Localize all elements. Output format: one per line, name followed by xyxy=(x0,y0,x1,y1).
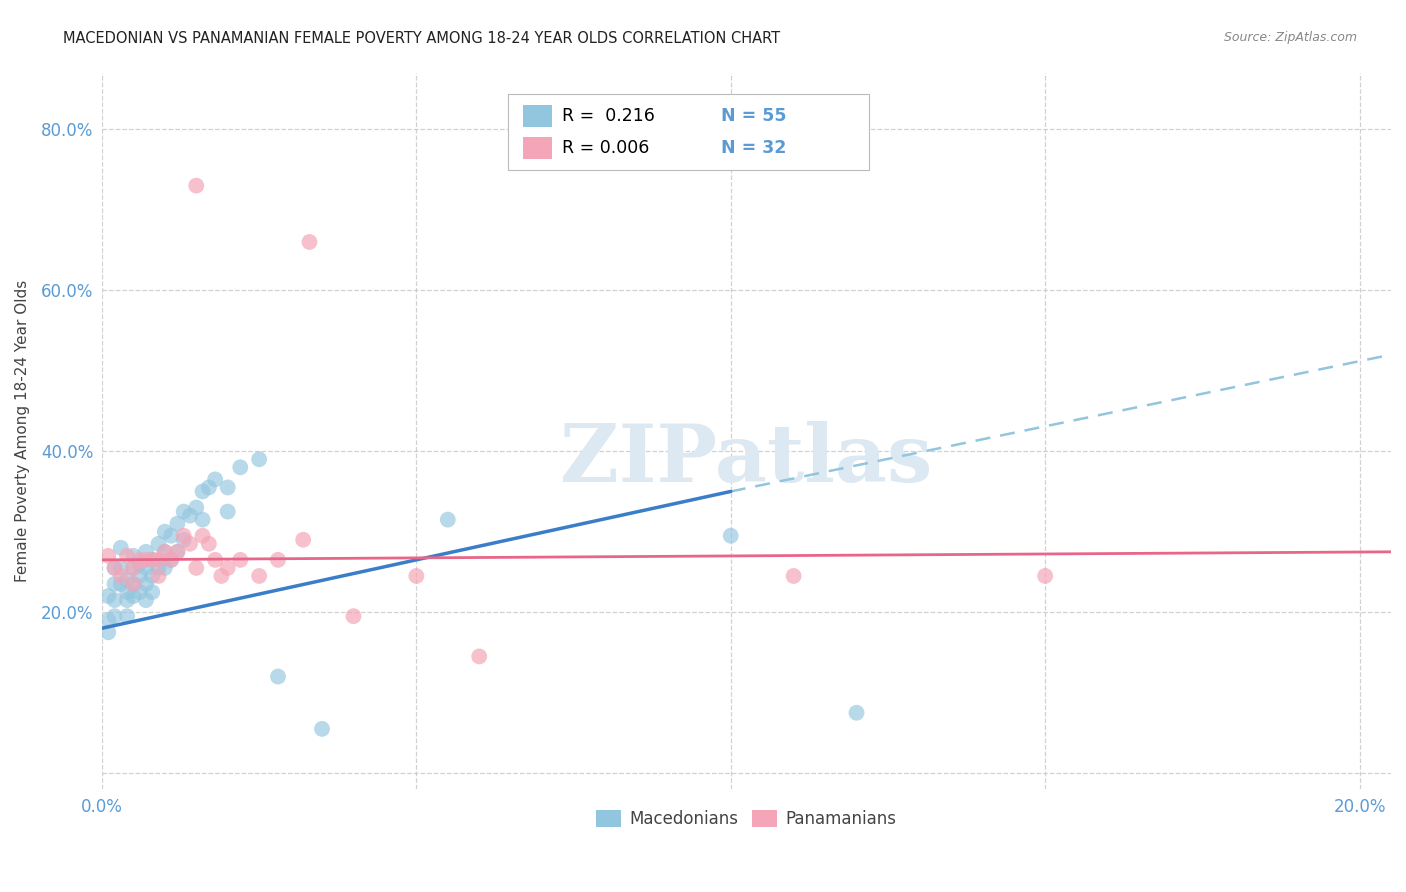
Point xyxy=(122,589,145,603)
Point xyxy=(298,235,321,249)
Point xyxy=(141,553,163,567)
Point xyxy=(128,557,150,571)
Point xyxy=(148,569,170,583)
Point xyxy=(292,533,315,547)
Point xyxy=(166,545,188,559)
Point xyxy=(135,553,157,567)
Legend: Macedonians, Panamanians: Macedonians, Panamanians xyxy=(589,803,903,835)
Point xyxy=(115,549,138,563)
Point xyxy=(160,553,183,567)
Point xyxy=(436,513,458,527)
Point xyxy=(217,505,239,519)
Point xyxy=(97,613,120,627)
Point xyxy=(122,577,145,591)
Bar xyxy=(523,105,551,127)
Point xyxy=(97,549,120,563)
Point xyxy=(173,529,195,543)
Bar xyxy=(523,137,551,159)
Point xyxy=(173,533,195,547)
Point xyxy=(229,460,252,475)
Point xyxy=(191,529,214,543)
Point xyxy=(97,625,120,640)
Point xyxy=(204,472,226,486)
Point xyxy=(342,609,364,624)
Point xyxy=(135,561,157,575)
Point xyxy=(148,561,170,575)
Point xyxy=(115,573,138,587)
Point xyxy=(267,553,290,567)
Point xyxy=(148,537,170,551)
Point xyxy=(405,569,427,583)
Point xyxy=(166,516,188,531)
Text: MACEDONIAN VS PANAMANIAN FEMALE POVERTY AMONG 18-24 YEAR OLDS CORRELATION CHART: MACEDONIAN VS PANAMANIAN FEMALE POVERTY … xyxy=(63,31,780,46)
Point xyxy=(110,569,132,583)
Point xyxy=(135,545,157,559)
Point xyxy=(141,553,163,567)
Point xyxy=(103,561,125,575)
Point xyxy=(153,561,176,575)
Point xyxy=(103,577,125,591)
Point xyxy=(103,593,125,607)
Point xyxy=(186,561,208,575)
Point xyxy=(128,553,150,567)
Point xyxy=(110,577,132,591)
Point xyxy=(229,553,252,567)
Point xyxy=(110,541,132,555)
Text: R = 0.006: R = 0.006 xyxy=(562,139,650,157)
Point xyxy=(153,524,176,539)
Point xyxy=(148,553,170,567)
Point xyxy=(179,537,201,551)
Point xyxy=(128,569,150,583)
Point xyxy=(166,545,188,559)
Point xyxy=(468,649,491,664)
Point xyxy=(115,585,138,599)
FancyBboxPatch shape xyxy=(508,95,869,169)
Y-axis label: Female Poverty Among 18-24 Year Olds: Female Poverty Among 18-24 Year Olds xyxy=(15,280,30,582)
Point xyxy=(845,706,868,720)
Point xyxy=(110,561,132,575)
Point xyxy=(153,545,176,559)
Point xyxy=(103,561,125,575)
Point xyxy=(115,609,138,624)
Point xyxy=(191,513,214,527)
Text: Source: ZipAtlas.com: Source: ZipAtlas.com xyxy=(1223,31,1357,45)
Point xyxy=(97,589,120,603)
Text: N = 32: N = 32 xyxy=(721,139,786,157)
Point xyxy=(153,545,176,559)
Point xyxy=(173,505,195,519)
Point xyxy=(160,553,183,567)
Point xyxy=(1033,569,1056,583)
Point xyxy=(135,593,157,607)
Point xyxy=(217,480,239,494)
Point xyxy=(186,500,208,515)
Point xyxy=(209,569,232,583)
Text: ZIPatlas: ZIPatlas xyxy=(561,421,932,499)
Point xyxy=(103,609,125,624)
Point xyxy=(179,508,201,523)
Point xyxy=(198,537,221,551)
Point xyxy=(217,561,239,575)
Point xyxy=(267,669,290,683)
Point xyxy=(247,569,270,583)
Point xyxy=(122,561,145,575)
Point xyxy=(122,561,145,575)
Point xyxy=(160,529,183,543)
Point xyxy=(122,549,145,563)
Point xyxy=(141,569,163,583)
Point xyxy=(191,484,214,499)
Point xyxy=(186,178,208,193)
Point xyxy=(122,577,145,591)
Point xyxy=(198,480,221,494)
Point xyxy=(204,553,226,567)
Point xyxy=(128,585,150,599)
Point xyxy=(782,569,804,583)
Point xyxy=(720,529,742,543)
Point xyxy=(115,593,138,607)
Point xyxy=(141,585,163,599)
Point xyxy=(311,722,333,736)
Point xyxy=(247,452,270,467)
Text: N = 55: N = 55 xyxy=(721,107,786,125)
Point xyxy=(135,577,157,591)
Text: R =  0.216: R = 0.216 xyxy=(562,107,655,125)
